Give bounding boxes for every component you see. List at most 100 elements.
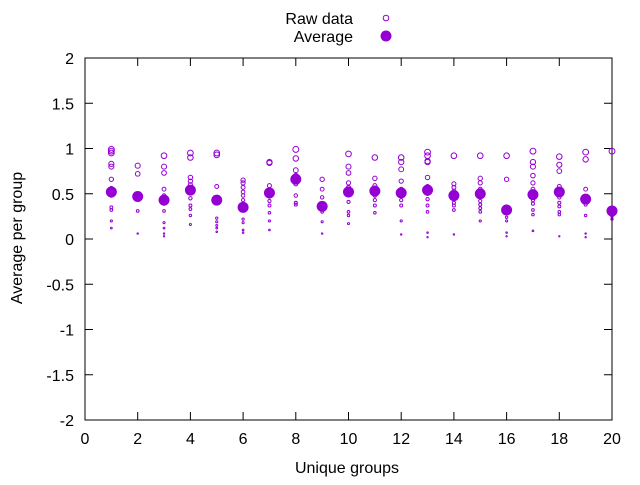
raw-data-point bbox=[398, 166, 405, 173]
raw-data-point bbox=[531, 212, 535, 217]
raw-data-point bbox=[162, 226, 166, 230]
legend-label-raw-data: Raw data bbox=[285, 11, 353, 28]
raw-data-point bbox=[530, 201, 535, 206]
raw-data-point bbox=[478, 206, 483, 211]
raw-data-point bbox=[293, 202, 298, 207]
plot-frame bbox=[84, 57, 613, 421]
raw-data-point bbox=[372, 175, 378, 182]
average-point bbox=[501, 204, 513, 216]
raw-data-point bbox=[608, 147, 616, 155]
raw-data-point bbox=[136, 232, 139, 235]
y-tick-label: -1 bbox=[60, 323, 74, 340]
average-point bbox=[369, 185, 381, 197]
raw-data-point bbox=[240, 193, 246, 198]
raw-data-point bbox=[188, 196, 193, 201]
average-point bbox=[395, 187, 407, 199]
raw-data-point bbox=[267, 203, 272, 208]
raw-data-point bbox=[426, 236, 429, 239]
raw-data-point bbox=[557, 200, 562, 205]
raw-data-point bbox=[425, 210, 430, 214]
raw-data-point bbox=[584, 232, 587, 235]
raw-data-point bbox=[504, 215, 509, 219]
raw-data-point bbox=[478, 198, 483, 204]
raw-data-point bbox=[425, 203, 430, 208]
y-tick-label: 1.5 bbox=[52, 96, 74, 113]
x-tick-label: 4 bbox=[186, 431, 195, 448]
raw-data-point bbox=[162, 235, 166, 238]
raw-data-point bbox=[583, 213, 588, 218]
raw-data-point bbox=[162, 221, 166, 225]
raw-data-point bbox=[583, 186, 589, 192]
raw-data-point bbox=[215, 223, 219, 227]
raw-data-point bbox=[240, 184, 246, 190]
raw-data-point bbox=[188, 203, 193, 208]
raw-data-point bbox=[505, 219, 509, 223]
raw-data-point bbox=[345, 150, 352, 158]
raw-data-point bbox=[371, 154, 379, 161]
raw-data-point bbox=[108, 163, 115, 170]
raw-data-point bbox=[240, 180, 246, 186]
raw-data-point bbox=[267, 219, 272, 223]
raw-data-point bbox=[213, 149, 221, 157]
raw-data-point bbox=[399, 219, 403, 223]
raw-data-point bbox=[268, 228, 271, 232]
raw-data-point bbox=[107, 147, 115, 155]
x-tick-label: 10 bbox=[340, 431, 358, 448]
y-tick-label: 0.5 bbox=[52, 187, 74, 204]
x-tick-label: 0 bbox=[81, 431, 90, 448]
average-point bbox=[263, 187, 275, 199]
raw-data-point bbox=[241, 217, 245, 221]
raw-data-point bbox=[266, 159, 273, 167]
raw-data-point bbox=[215, 220, 219, 224]
raw-data-point bbox=[346, 213, 351, 218]
x-tick-label: 16 bbox=[498, 431, 516, 448]
average-point bbox=[290, 173, 302, 185]
average-point bbox=[606, 205, 618, 217]
raw-data-point bbox=[478, 202, 483, 207]
x-tick-label: 20 bbox=[603, 431, 621, 448]
raw-data-point bbox=[267, 198, 272, 204]
legend-marker-raw-data bbox=[382, 14, 390, 22]
legend-label-average: Average bbox=[294, 29, 353, 46]
average-point bbox=[343, 186, 354, 198]
raw-data-point bbox=[426, 231, 429, 234]
average-point bbox=[422, 184, 434, 196]
raw-data-point bbox=[530, 172, 536, 179]
raw-data-point bbox=[293, 200, 298, 205]
raw-data-point bbox=[187, 149, 194, 157]
y-tick-label: -2 bbox=[60, 413, 74, 430]
raw-data-point bbox=[134, 171, 141, 177]
raw-data-point bbox=[556, 161, 563, 168]
average-point bbox=[448, 190, 460, 202]
raw-data-point bbox=[187, 178, 194, 184]
average-point bbox=[474, 188, 486, 200]
y-tick-label: 0 bbox=[65, 232, 74, 249]
raw-data-point bbox=[320, 232, 324, 235]
raw-data-point bbox=[293, 193, 299, 198]
raw-data-point bbox=[292, 167, 299, 174]
average-point bbox=[527, 189, 539, 201]
raw-data-point bbox=[531, 208, 535, 212]
raw-data-point bbox=[240, 189, 246, 195]
raw-data-point bbox=[319, 186, 325, 192]
raw-data-point bbox=[505, 235, 508, 238]
raw-data-point bbox=[503, 152, 510, 160]
raw-data-point bbox=[109, 219, 113, 223]
raw-data-point bbox=[161, 163, 168, 170]
marks-group bbox=[105, 145, 618, 239]
raw-data-point bbox=[109, 226, 113, 230]
x-tick-label: 6 bbox=[239, 431, 248, 448]
raw-data-point bbox=[424, 152, 431, 160]
legend-marker-average bbox=[380, 30, 392, 42]
raw-data-point bbox=[161, 170, 167, 176]
average-point bbox=[580, 193, 592, 205]
raw-data-point bbox=[240, 177, 246, 183]
raw-data-point bbox=[345, 170, 352, 176]
average-point bbox=[105, 186, 117, 198]
raw-data-point bbox=[109, 208, 114, 212]
x-tick-label: 14 bbox=[445, 431, 463, 448]
raw-data-point bbox=[345, 180, 352, 186]
raw-data-point bbox=[399, 197, 404, 203]
